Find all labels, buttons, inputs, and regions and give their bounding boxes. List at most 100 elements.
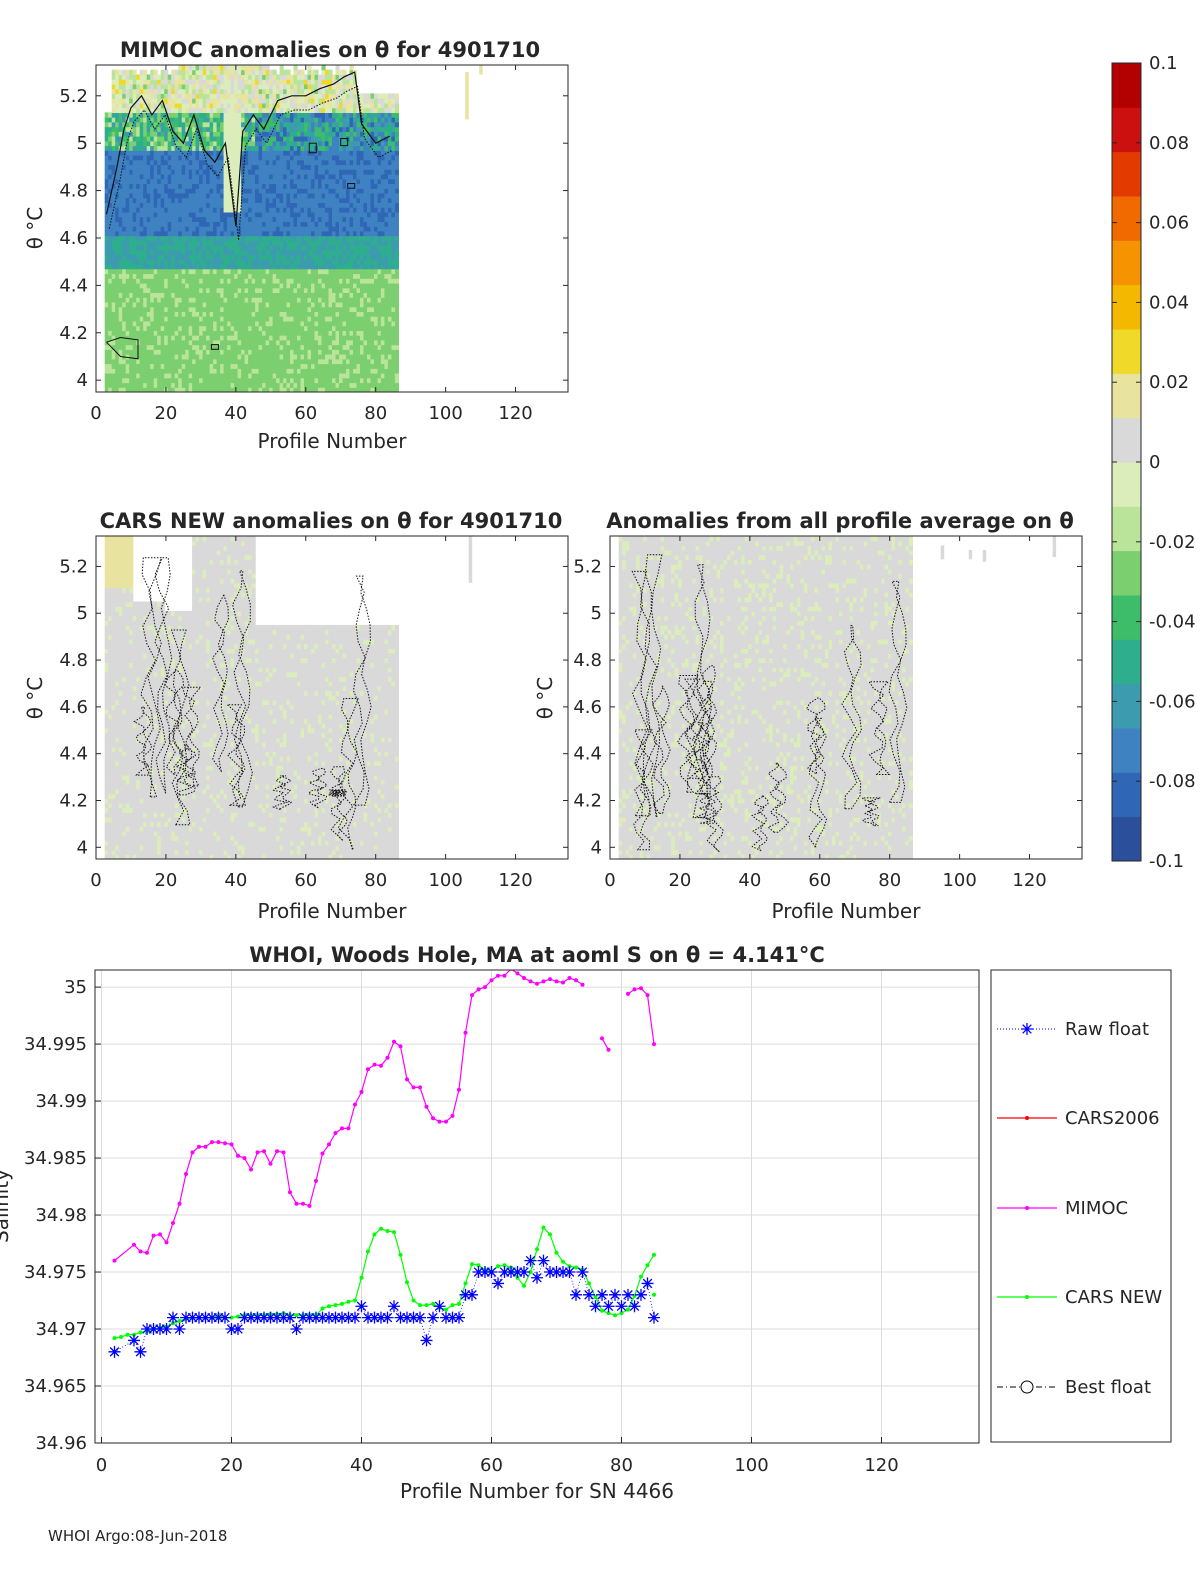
heatmap-cell xyxy=(353,221,358,227)
heatmap-cell xyxy=(339,349,344,355)
heatmap-cell xyxy=(213,297,218,303)
heatmap-cell xyxy=(143,69,148,75)
heatmap-cell xyxy=(188,221,193,227)
heatmap-cell xyxy=(139,79,144,85)
heatmap-cell xyxy=(307,112,312,118)
heatmap-cell xyxy=(311,363,316,369)
heatmap-cell xyxy=(125,117,130,123)
heatmap-cell xyxy=(153,155,158,161)
heatmap-cell xyxy=(230,358,235,365)
heatmap-cell xyxy=(342,183,347,189)
heatmap-cell xyxy=(227,121,232,128)
heatmap-cell xyxy=(265,193,270,199)
heatmap-cell xyxy=(318,121,323,128)
heatmap-cell xyxy=(349,278,354,284)
heatmap-cell xyxy=(234,349,239,355)
heatmap-cell xyxy=(174,188,179,194)
heatmap-cell xyxy=(171,216,176,222)
heatmap-cell xyxy=(276,150,281,156)
heatmap-cell xyxy=(199,117,204,123)
heatmap-cell xyxy=(143,230,148,237)
heatmap-cell xyxy=(342,112,347,118)
heatmap-cell xyxy=(307,302,312,308)
heatmap-cell xyxy=(328,88,333,94)
heatmap-cell xyxy=(269,183,274,189)
heatmap-cell xyxy=(248,178,253,184)
heatmap-cell xyxy=(283,363,288,369)
heatmap-cell xyxy=(195,316,200,322)
heatmap-cell xyxy=(132,382,137,388)
heatmap-cell xyxy=(321,74,326,80)
heatmap-cell xyxy=(181,335,186,341)
heatmap-cell xyxy=(132,188,137,194)
heatmap-cell xyxy=(346,273,351,279)
heatmap-cell xyxy=(248,278,253,284)
heatmap-cell xyxy=(297,240,302,246)
heatmap-cell xyxy=(160,117,165,123)
heatmap-cell xyxy=(153,150,158,156)
heatmap-cell xyxy=(269,245,274,251)
heatmap-cell xyxy=(353,169,358,175)
heatmap-cell xyxy=(360,387,365,392)
heatmap-cell xyxy=(304,131,309,137)
heatmap-cell xyxy=(255,302,260,308)
heatmap-cell xyxy=(153,377,158,384)
heatmap-cell xyxy=(356,216,361,222)
heatmap-cell xyxy=(265,368,270,374)
heatmap-cell xyxy=(279,363,284,369)
heatmap-cell xyxy=(125,230,130,237)
heatmap-cell xyxy=(129,159,134,166)
heatmap-cell xyxy=(160,155,165,161)
heatmap-cell xyxy=(213,117,218,123)
heatmap-cell xyxy=(339,311,344,317)
heatmap-cell xyxy=(290,339,295,346)
heatmap-cell xyxy=(143,188,148,194)
heatmap-cell xyxy=(195,311,200,317)
heatmap-cell xyxy=(335,320,340,327)
heatmap-cell xyxy=(115,178,120,184)
heatmap-cell xyxy=(293,211,298,218)
heatmap-cell xyxy=(321,69,326,75)
heatmap-cell xyxy=(181,325,186,331)
heatmap-cell xyxy=(307,65,312,71)
heatmap-cell xyxy=(185,183,190,189)
heatmap-cell xyxy=(213,202,218,208)
heatmap-cell xyxy=(356,93,361,99)
heatmap-cell xyxy=(108,377,113,384)
heatmap-cell xyxy=(321,278,326,284)
heatmap-cell xyxy=(286,302,291,308)
heatmap-cell xyxy=(241,316,246,322)
heatmap-cell xyxy=(118,117,123,123)
heatmap-cell xyxy=(332,193,337,199)
heatmap-cell xyxy=(332,330,337,336)
heatmap-cell xyxy=(286,358,291,365)
heatmap-cell xyxy=(153,387,158,392)
heatmap-cell xyxy=(178,368,183,374)
heatmap-cell xyxy=(167,245,172,251)
heatmap-cell xyxy=(181,131,186,137)
heatmap-cell xyxy=(304,330,309,336)
heatmap-cell xyxy=(132,292,137,298)
heatmap-cell xyxy=(178,249,183,256)
heatmap-cell xyxy=(332,197,337,203)
heatmap-cell xyxy=(192,273,197,279)
heatmap-cell xyxy=(220,373,225,379)
heatmap-cell xyxy=(234,112,239,118)
heatmap-cell xyxy=(255,178,260,184)
heatmap-cell xyxy=(213,145,218,151)
heatmap-cell xyxy=(181,283,186,289)
heatmap-cell xyxy=(335,211,340,218)
heatmap-cell xyxy=(248,382,253,388)
heatmap-cell xyxy=(307,320,312,327)
heatmap-cell xyxy=(272,88,277,94)
heatmap-cell xyxy=(332,211,337,218)
heatmap-cell xyxy=(199,235,204,241)
heatmap-cell xyxy=(304,117,309,123)
heatmap-cell xyxy=(272,107,277,113)
heatmap-cell xyxy=(136,193,141,199)
heatmap-cell xyxy=(108,207,113,213)
heatmap-cell xyxy=(230,93,235,99)
heatmap-cell xyxy=(321,150,326,156)
heatmap-cell xyxy=(307,207,312,213)
heatmap-cell xyxy=(153,126,158,132)
